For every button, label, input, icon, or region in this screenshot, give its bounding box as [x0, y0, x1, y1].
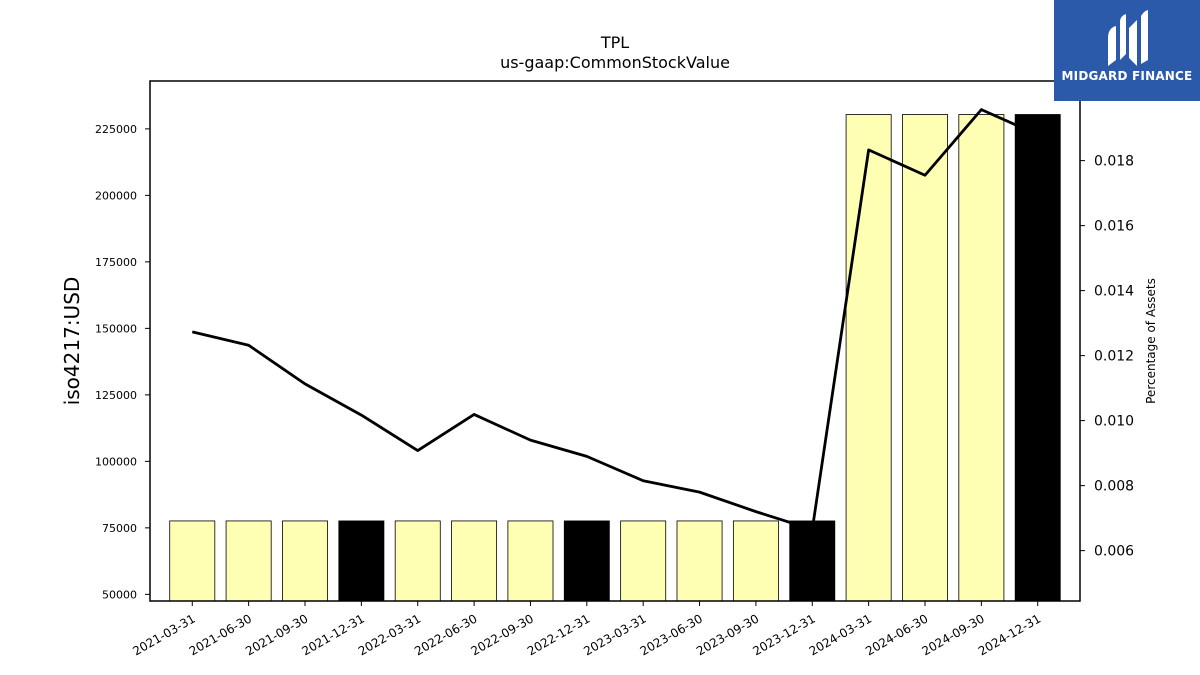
- bar: [845, 114, 892, 602]
- brand-logo: MIDGARD FINANCE: [1054, 0, 1200, 101]
- bar: [620, 520, 667, 602]
- bar: [451, 520, 498, 602]
- x-tick-label: 2024-09-30: [919, 611, 986, 658]
- x-tick-label: 2022-03-31: [356, 611, 423, 658]
- brand-mark-icon: [1108, 10, 1148, 66]
- brand-name: MIDGARD FINANCE: [1061, 69, 1193, 83]
- y2-tick-label: 0.014: [1094, 284, 1134, 300]
- y2-tick-label: 0.006: [1094, 544, 1134, 560]
- bar: [563, 520, 610, 602]
- y2-tick-label: 0.018: [1094, 154, 1134, 170]
- bar: [394, 520, 441, 602]
- bar: [902, 114, 948, 602]
- bar: [958, 114, 1005, 602]
- bar: [1014, 114, 1061, 602]
- bar: [507, 520, 554, 602]
- x-tick-label: 2021-12-31: [299, 611, 366, 658]
- y-tick-label: 125000: [95, 389, 137, 402]
- bars-layer: [169, 114, 1061, 602]
- y-tick-label: 75000: [102, 522, 137, 535]
- line-series: [191, 108, 1039, 531]
- bar: [282, 520, 328, 602]
- x-tick-label: 2021-06-30: [187, 611, 254, 658]
- y2-axis-label: Percentage of Assets: [1144, 278, 1158, 404]
- y-tick-label: 50000: [102, 588, 137, 601]
- x-tick-label: 2023-12-31: [750, 611, 817, 658]
- bar: [338, 520, 385, 602]
- x-tick-label: 2023-06-30: [638, 611, 705, 658]
- x-tick-label: 2024-06-30: [863, 611, 930, 658]
- x-tick-label: 2021-09-30: [243, 611, 310, 658]
- x-tick-label: 2021-03-31: [130, 611, 197, 658]
- bar: [732, 520, 779, 602]
- x-tick-label: 2022-06-30: [412, 611, 479, 658]
- line-layer: [191, 108, 1039, 531]
- bar: [225, 520, 272, 602]
- y-tick-label: 225000: [95, 123, 137, 136]
- bar: [676, 520, 723, 602]
- y-tick-label: 150000: [95, 322, 137, 335]
- x-tick-label: 2022-09-30: [469, 611, 536, 658]
- y-tick-label: 100000: [95, 455, 137, 468]
- chart-title: TPL: [600, 33, 629, 52]
- x-tick-label: 2023-03-31: [581, 611, 648, 658]
- x-tick-label: 2023-09-30: [694, 611, 761, 658]
- plot-frame: [149, 80, 1081, 602]
- chart-subtitle: us-gaap:CommonStockValue: [500, 53, 730, 72]
- y2-tick-label: 0.010: [1094, 414, 1134, 430]
- y-axis-label: iso4217:USD: [60, 277, 84, 406]
- bar: [169, 520, 216, 602]
- y2-tick-label: 0.012: [1094, 349, 1134, 365]
- bar: [789, 520, 836, 602]
- y2-tick-label: 0.008: [1094, 479, 1134, 495]
- x-tick-label: 2024-03-31: [807, 611, 874, 658]
- x-tick-label: 2024-12-31: [976, 611, 1043, 658]
- x-tick-label: 2022-12-31: [525, 611, 592, 658]
- y2-tick-label: 0.016: [1094, 219, 1134, 235]
- y-tick-label: 175000: [95, 256, 137, 269]
- y-tick-label: 200000: [95, 189, 137, 202]
